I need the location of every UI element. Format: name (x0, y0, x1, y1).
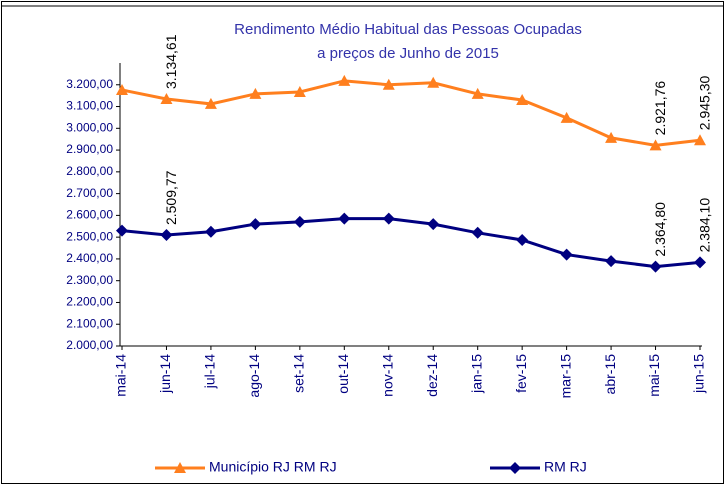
diamond-marker (427, 218, 440, 231)
triangle-marker (516, 94, 529, 106)
diamond-marker (509, 462, 521, 474)
legend-label: Município RJ RM RJ (209, 459, 337, 475)
data-label: 2.384,10 (697, 198, 713, 253)
y-tick-label: 3.200,00 (66, 77, 113, 91)
x-tick-label: mai-15 (646, 354, 662, 397)
x-tick-label: abr-15 (602, 354, 618, 395)
y-tick-label: 2.200,00 (66, 295, 113, 309)
x-tick-label: jun-14 (157, 354, 173, 394)
data-label: 2.945,30 (697, 76, 713, 131)
triangle-marker (160, 93, 173, 105)
diamond-marker (560, 248, 573, 261)
x-tick-label: dez-14 (424, 354, 440, 397)
diamond-marker (204, 225, 217, 238)
series-line (121, 217, 701, 269)
x-tick-label: ago-14 (246, 354, 262, 398)
chart-subtitle: a preços de Junho de 2015 (317, 45, 499, 62)
y-tick-label: 2.900,00 (66, 142, 113, 156)
y-tick-label: 2.100,00 (66, 316, 113, 330)
diamond-marker (160, 229, 173, 242)
y-tick-label: 2.400,00 (66, 251, 113, 265)
y-tick-label: 2.000,00 (66, 338, 113, 352)
y-tick-label: 2.500,00 (66, 229, 113, 243)
series-line (121, 79, 701, 147)
y-tick-label: 2.800,00 (66, 164, 113, 178)
diamond-marker (605, 255, 618, 268)
diamond-marker (293, 215, 306, 228)
triangle-marker (249, 87, 262, 99)
triangle-marker (560, 111, 573, 123)
triangle-marker (116, 83, 128, 95)
x-tick-label: set-14 (291, 354, 307, 393)
triangle-marker (427, 76, 440, 88)
y-tick-label: 2.700,00 (66, 186, 113, 200)
data-label: 2.509,77 (163, 170, 179, 225)
triangle-marker (174, 462, 186, 473)
y-tick-label: 2.300,00 (66, 273, 113, 287)
diamond-marker (694, 256, 706, 269)
diamond-marker (649, 260, 662, 273)
x-tick-label: fev-15 (513, 354, 529, 393)
triangle-marker (605, 131, 618, 143)
diamond-marker (116, 224, 128, 237)
chart-title: Rendimento Médio Habitual das Pessoas Oc… (234, 21, 582, 38)
x-tick-label: jun-15 (691, 354, 707, 394)
x-tick-label: nov-14 (379, 354, 395, 397)
y-tick-label: 3.000,00 (66, 120, 113, 134)
diamond-marker (338, 212, 351, 225)
x-tick-label: jul-14 (202, 354, 218, 389)
x-tick-label: mai-14 (113, 354, 129, 397)
y-tick-label: 2.600,00 (66, 208, 113, 222)
y-tick-label: 3.100,00 (66, 99, 113, 113)
legend-label: RM RJ (544, 459, 587, 475)
diamond-marker (249, 218, 262, 231)
triangle-marker (382, 78, 395, 90)
triangle-marker (338, 74, 351, 86)
triangle-marker (471, 87, 484, 99)
x-tick-label: out-14 (335, 354, 351, 394)
triangle-marker (293, 85, 306, 97)
triangle-marker (649, 139, 662, 151)
data-label: 3.134,61 (163, 34, 179, 89)
x-tick-label: mar-15 (557, 354, 573, 399)
diamond-marker (471, 226, 484, 239)
diamond-marker (382, 212, 395, 225)
data-label: 2.364,80 (652, 202, 668, 257)
triangle-marker (694, 134, 706, 146)
diamond-marker (516, 233, 529, 246)
triangle-marker (204, 97, 217, 109)
x-tick-label: jan-15 (468, 354, 484, 394)
data-label: 2.921,76 (652, 81, 668, 136)
